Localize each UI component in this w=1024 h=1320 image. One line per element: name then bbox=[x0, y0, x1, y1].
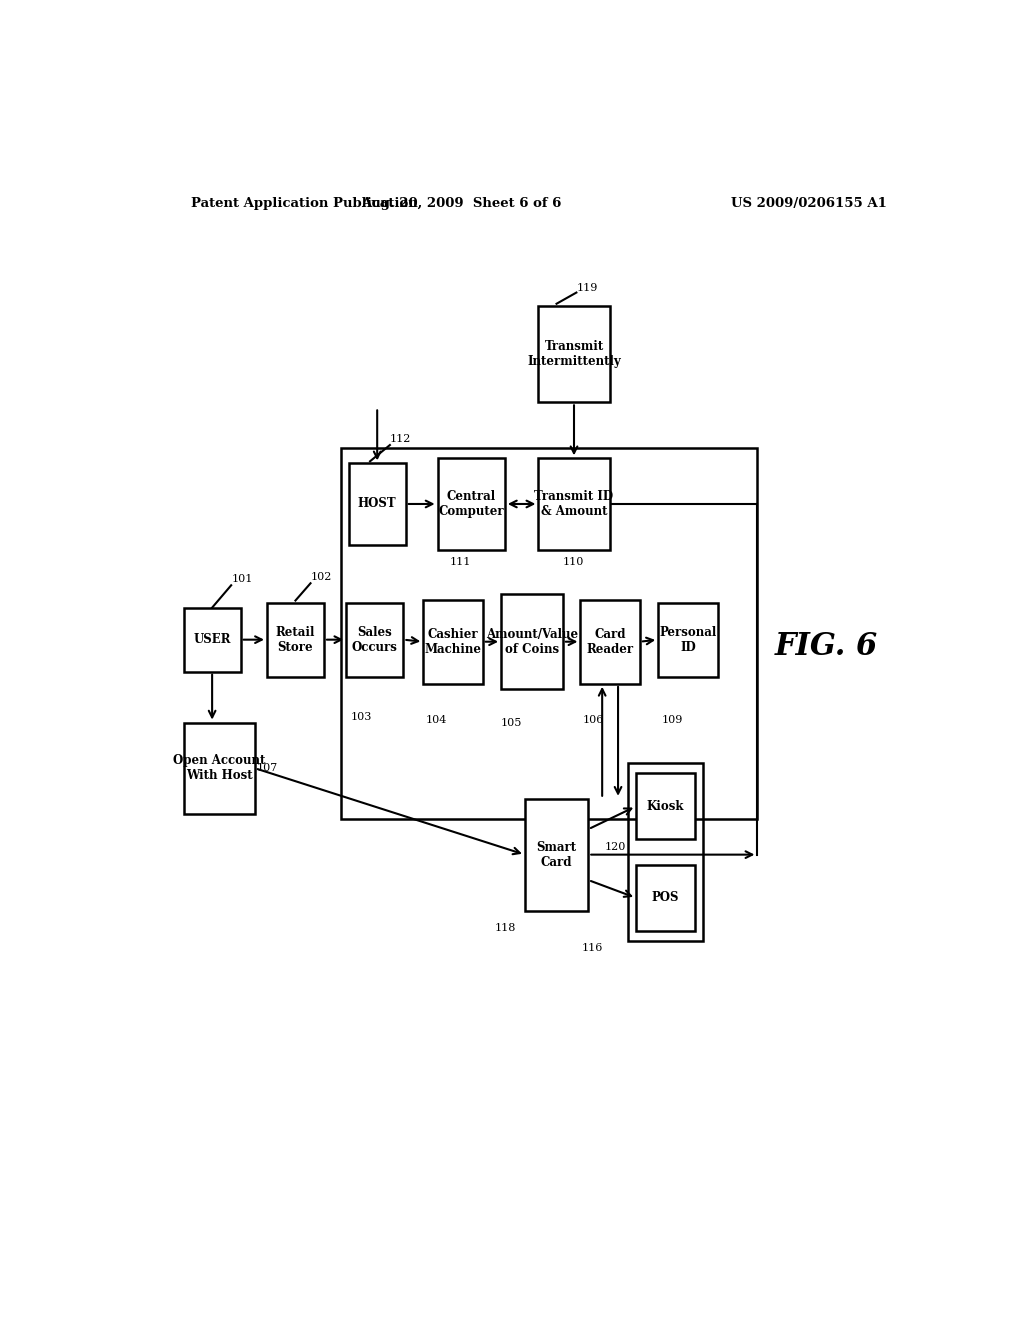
Text: 102: 102 bbox=[310, 573, 332, 582]
Text: Smart
Card: Smart Card bbox=[537, 841, 577, 869]
Text: Sales
Occurs: Sales Occurs bbox=[352, 626, 397, 653]
FancyBboxPatch shape bbox=[346, 602, 403, 677]
Text: 103: 103 bbox=[350, 713, 372, 722]
Text: Transmit ID
& Amount: Transmit ID & Amount bbox=[535, 490, 613, 517]
Text: 110: 110 bbox=[563, 557, 585, 566]
FancyBboxPatch shape bbox=[581, 599, 640, 684]
Text: US 2009/0206155 A1: US 2009/0206155 A1 bbox=[731, 197, 887, 210]
Text: USER: USER bbox=[194, 634, 230, 647]
FancyBboxPatch shape bbox=[636, 774, 695, 840]
Text: Patent Application Publication: Patent Application Publication bbox=[191, 197, 418, 210]
Text: POS: POS bbox=[652, 891, 679, 904]
Text: HOST: HOST bbox=[357, 498, 396, 511]
FancyBboxPatch shape bbox=[539, 458, 609, 549]
FancyBboxPatch shape bbox=[658, 602, 718, 677]
Text: 116: 116 bbox=[582, 942, 603, 953]
Text: Personal
ID: Personal ID bbox=[659, 626, 717, 653]
FancyBboxPatch shape bbox=[636, 865, 695, 931]
Text: Retail
Store: Retail Store bbox=[275, 626, 315, 653]
Text: Transmit
Intermittently: Transmit Intermittently bbox=[527, 341, 621, 368]
Text: Aug. 20, 2009  Sheet 6 of 6: Aug. 20, 2009 Sheet 6 of 6 bbox=[361, 197, 561, 210]
Text: 112: 112 bbox=[390, 434, 412, 444]
FancyBboxPatch shape bbox=[539, 306, 609, 403]
Text: 106: 106 bbox=[583, 715, 604, 726]
Text: Open Account
With Host: Open Account With Host bbox=[173, 754, 265, 783]
Text: FIG. 6: FIG. 6 bbox=[775, 631, 878, 661]
FancyBboxPatch shape bbox=[501, 594, 563, 689]
Text: 109: 109 bbox=[662, 715, 683, 726]
Text: Amount/Value
of Coins: Amount/Value of Coins bbox=[485, 628, 578, 656]
FancyBboxPatch shape bbox=[183, 722, 255, 814]
FancyBboxPatch shape bbox=[524, 799, 588, 911]
FancyBboxPatch shape bbox=[437, 458, 505, 549]
Text: 111: 111 bbox=[450, 557, 471, 566]
FancyBboxPatch shape bbox=[183, 607, 241, 672]
Text: 119: 119 bbox=[577, 282, 598, 293]
Text: 104: 104 bbox=[426, 715, 446, 726]
Text: Cashier
Machine: Cashier Machine bbox=[425, 628, 481, 656]
Text: 101: 101 bbox=[232, 574, 253, 585]
FancyBboxPatch shape bbox=[423, 599, 482, 684]
Text: Central
Computer: Central Computer bbox=[438, 490, 504, 517]
Text: 118: 118 bbox=[495, 923, 516, 933]
Text: Kiosk: Kiosk bbox=[647, 800, 684, 813]
FancyBboxPatch shape bbox=[267, 602, 324, 677]
Text: 105: 105 bbox=[501, 718, 522, 729]
Text: Card
Reader: Card Reader bbox=[587, 628, 634, 656]
Text: 120: 120 bbox=[604, 842, 626, 851]
FancyBboxPatch shape bbox=[348, 463, 406, 545]
Text: 107: 107 bbox=[257, 763, 278, 774]
